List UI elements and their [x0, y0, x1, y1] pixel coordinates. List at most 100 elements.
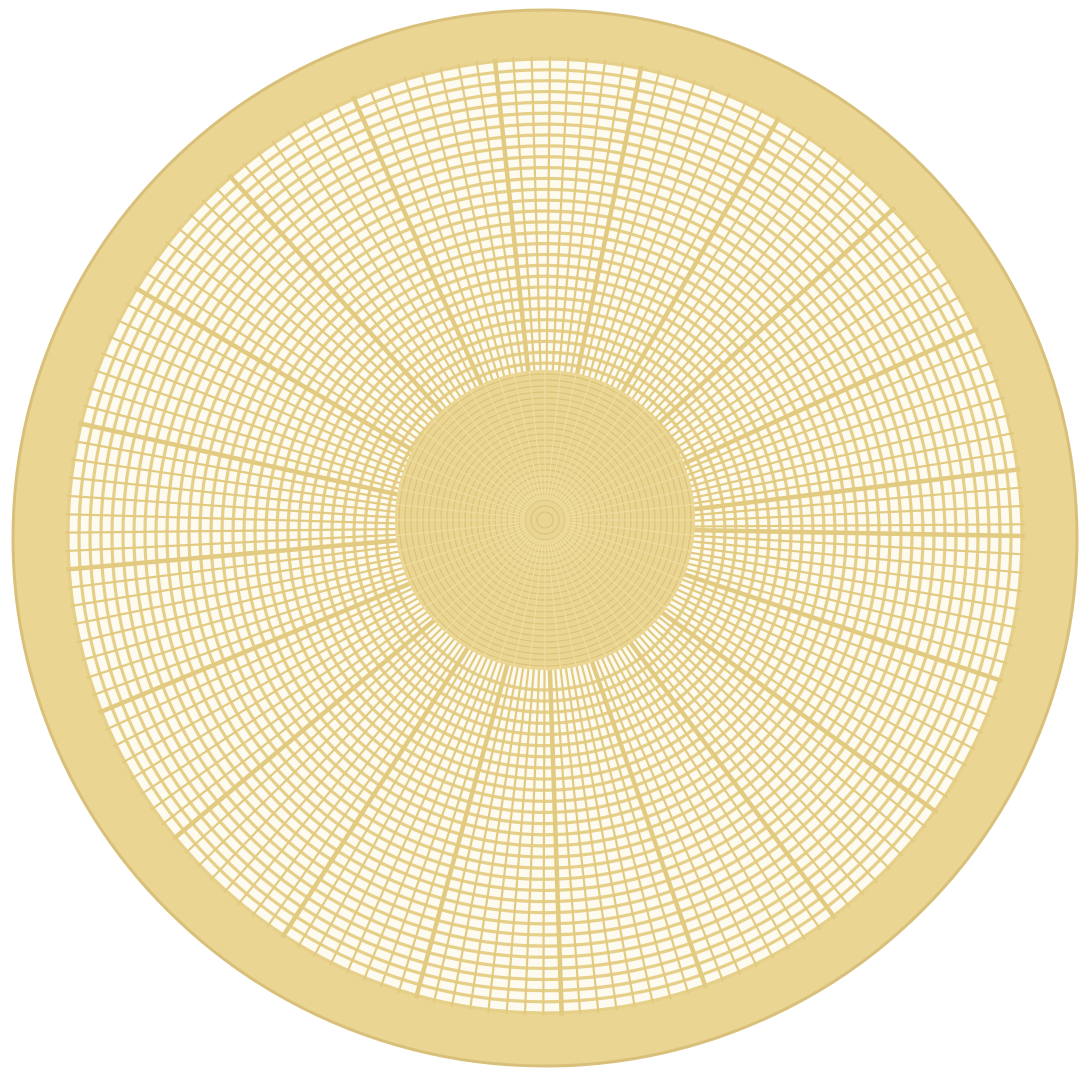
radial-strand [475, 60, 527, 392]
radial-strand [661, 605, 949, 799]
radial-strand [681, 431, 1015, 502]
radial-strand [619, 647, 806, 941]
radial-strand [302, 120, 476, 410]
radial-strand [683, 545, 1022, 593]
radial-strand [678, 396, 1005, 491]
radial-strand [624, 644, 822, 930]
radial-strand [266, 643, 465, 928]
radial-strand [634, 168, 856, 424]
radial-strand [675, 361, 993, 481]
center-spoke [483, 382, 538, 502]
radial-strand [76, 559, 409, 644]
radial-strand [100, 352, 416, 478]
radial-strand [86, 570, 412, 679]
radial-strand [683, 466, 1021, 513]
radial-strand [176, 226, 439, 441]
center-spoke [498, 538, 540, 663]
radial-strand [82, 404, 411, 493]
center-spoke [528, 370, 544, 501]
radial-strand [600, 657, 742, 975]
center-spoke [558, 534, 646, 632]
center-spoke [563, 527, 683, 582]
center-spoke [554, 537, 621, 651]
radial-strand [66, 494, 406, 520]
radial-strand [658, 608, 939, 815]
center-spoke [550, 538, 592, 663]
radial-strand [621, 135, 812, 415]
radial-strand [630, 157, 842, 421]
radial-strand [597, 92, 731, 402]
outer-edge [11, 8, 1079, 1068]
radial-strand [570, 667, 637, 1008]
radial-strand [547, 669, 565, 1016]
center-spoke [554, 389, 621, 503]
radial-strand [684, 486, 1023, 517]
radial-strand [638, 180, 870, 428]
radial-strand [682, 555, 1017, 629]
center-spoke [483, 538, 538, 658]
radial-strand [595, 659, 725, 983]
radial-strand [564, 668, 618, 1011]
center-spoke [559, 419, 657, 507]
center-spoke [407, 458, 527, 513]
radial-strand [542, 669, 546, 1017]
center-spoke [564, 523, 692, 552]
radial-strand [561, 59, 607, 392]
radial-strand [589, 661, 709, 989]
radial-strand [605, 655, 758, 968]
center-weave [395, 370, 695, 670]
center-spoke [558, 408, 646, 506]
center-spoke [398, 488, 526, 517]
radial-strand [554, 669, 582, 1015]
center-spoke [560, 431, 667, 509]
radial-strand [662, 279, 952, 457]
radial-strand [673, 344, 986, 476]
radial-strand [72, 554, 408, 626]
radial-strand [362, 659, 494, 981]
radial-strand [556, 57, 588, 391]
radial-strand [130, 599, 425, 780]
radial-strand [637, 633, 865, 896]
radial-strand [67, 544, 406, 589]
radial-strand [64, 527, 406, 534]
center-disk [395, 370, 695, 670]
radial-strand [668, 311, 971, 466]
center-spoke [560, 531, 667, 609]
radial-strand [664, 600, 958, 783]
center-spoke [414, 529, 528, 596]
radial-strand [403, 76, 506, 397]
radial-strand [421, 71, 511, 395]
center-spoke [402, 525, 527, 567]
center-spoke [469, 389, 536, 503]
radial-strand [523, 669, 541, 1016]
center-spoke [548, 539, 577, 667]
radial-strand [468, 668, 525, 1011]
radial-strand [626, 146, 827, 418]
radial-strand [684, 527, 1026, 539]
radial-strand [681, 560, 1013, 647]
radial-strand [684, 523, 1025, 528]
radial-strand [676, 576, 998, 700]
center-spoke [513, 373, 542, 501]
radial-strand [124, 302, 424, 464]
radial-strand [684, 539, 1024, 574]
radial-strand [633, 637, 851, 908]
radial-strand [222, 633, 453, 894]
radial-strand [350, 95, 492, 403]
radial-strand [201, 199, 446, 433]
radial-strand [271, 140, 467, 416]
radial-strand [617, 125, 797, 412]
radial-strand [368, 88, 495, 401]
radial-strand [641, 630, 879, 884]
radial-strand [280, 645, 471, 939]
radial-strand [645, 205, 897, 436]
center-spoke [414, 444, 528, 511]
radial-strand [602, 99, 748, 404]
center-spoke [433, 419, 531, 507]
center-spoke [456, 398, 534, 505]
radial-strand [655, 614, 927, 829]
radial-strand [610, 652, 775, 959]
radial-strand [171, 616, 438, 842]
radial-strand [512, 56, 537, 391]
radial-strand [97, 579, 416, 715]
